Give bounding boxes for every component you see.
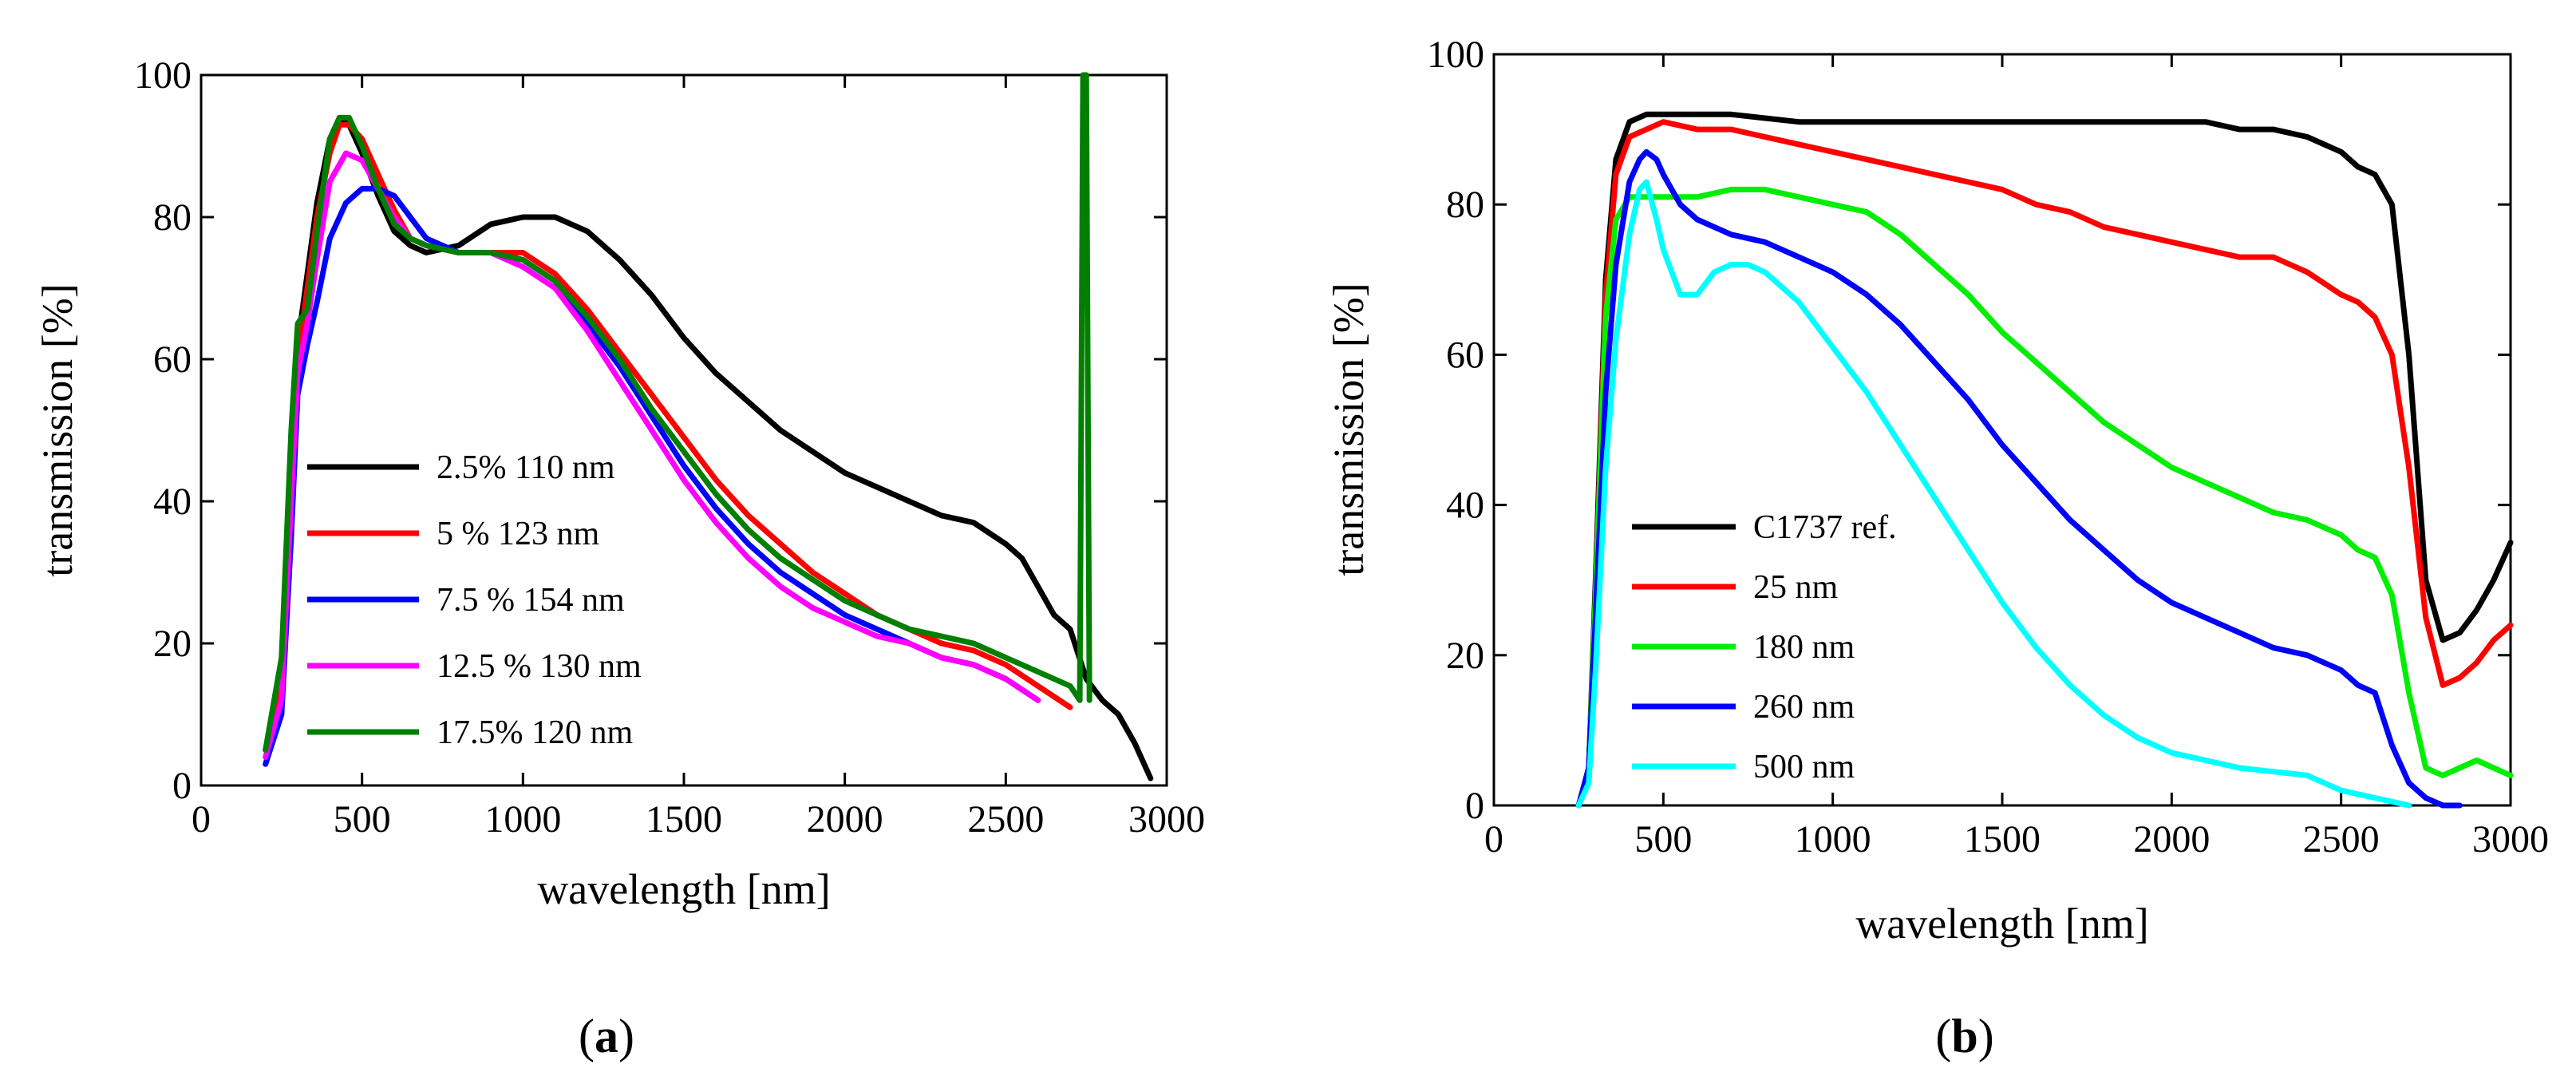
- panel-b-y-tick-label: 100: [1427, 34, 1484, 76]
- panel-b-label-close: ): [1978, 1010, 1994, 1062]
- panel-a-series-line-3: [263, 185, 1041, 767]
- panel-a-series-line-5: [263, 72, 1092, 753]
- panel-b-x-axis-title: wavelength [nm]: [1855, 900, 2148, 948]
- panel-b-series-line-1: [1575, 111, 2514, 809]
- panel-a-label: (a): [579, 1010, 634, 1062]
- panel-b-label: (b): [1935, 1010, 1993, 1062]
- panel-b-y-tick-label: 80: [1446, 184, 1484, 226]
- panel-a-x-tick-label: 2000: [807, 798, 883, 841]
- panel-a-x-tick-label: 1500: [646, 798, 722, 841]
- panel-a-y-tick-label: 40: [153, 481, 192, 523]
- panel-b-x-tick-label: 2500: [2303, 818, 2380, 861]
- panel-b-y-tick-label: 40: [1446, 485, 1484, 527]
- panel-b-label-open: (: [1935, 1010, 1951, 1062]
- panel-a-x-tick-label: 2500: [967, 798, 1044, 841]
- panel-b-legend-label-1: C1737 ref.: [1753, 509, 1897, 546]
- panel-b: 0 500 1000 1500 2000 2500 3000 0 20 40 60 80 100 C17…: [1325, 34, 2549, 1062]
- panel-b-y-tick-label: 60: [1446, 334, 1484, 376]
- panel-a-series: [263, 72, 1154, 781]
- panel-b-series-line-2: [1575, 119, 2514, 809]
- panel-b-x-tick-label: 0: [1484, 818, 1503, 861]
- panel-a: 0 500 1000 1500 2000 2500 3000 0 20 40 60 80 100 2.5…: [34, 54, 1205, 1062]
- panel-a-label-open: (: [579, 1010, 595, 1062]
- panel-a-legend-label-2: 5 % 123 nm: [437, 516, 599, 552]
- panel-a-label-letter: a: [595, 1010, 618, 1062]
- panel-a-y-tick-label: 80: [153, 196, 192, 239]
- panel-b-label-letter: b: [1951, 1010, 1977, 1062]
- panel-b-x-tick-label: 2000: [2133, 818, 2210, 861]
- panel-a-legend: 2.5% 110 nm 5 % 123 nm 7.5 % 154 nm 12.5 % …: [307, 449, 642, 751]
- panel-a-x-tick-label: 1000: [484, 798, 561, 841]
- panel-b-legend: C1737 ref. 25 nm 180 nm 260 nm 500 nm: [1632, 509, 1897, 785]
- panel-a-legend-label-4: 12.5 % 130 nm: [437, 648, 642, 685]
- panel-b-y-tick-label: 0: [1465, 785, 1484, 827]
- panel-a-x-axis-title: wavelength [nm]: [537, 865, 830, 913]
- panel-b-y-tick-label: 20: [1446, 635, 1484, 677]
- panel-b-y-axis-title: transmission [%]: [1325, 283, 1373, 576]
- panel-b-x-tick-label: 1000: [1795, 818, 1871, 861]
- panel-b-legend-label-2: 25 nm: [1753, 569, 1839, 606]
- panel-a-legend-label-3: 7.5 % 154 nm: [437, 582, 625, 619]
- panel-a-x-tick-label: 0: [192, 798, 211, 841]
- panel-a-y-tick-label: 0: [172, 765, 192, 807]
- panel-b-x-tick-label: 500: [1634, 818, 1692, 861]
- panel-b-series-line-4: [1575, 148, 2463, 809]
- panel-b-x-tick-label: 3000: [2472, 818, 2549, 861]
- panel-a-x-tick-label: 500: [334, 798, 391, 841]
- panel-a-y-tick-label: 100: [134, 54, 192, 97]
- panel-a-y-tick-label: 60: [153, 338, 192, 381]
- panel-a-x-tick-label: 3000: [1128, 798, 1205, 841]
- panel-b-series-line-5: [1575, 179, 2412, 809]
- panel-b-legend-label-5: 500 nm: [1753, 749, 1855, 785]
- panel-a-legend-label-5: 17.5% 120 nm: [437, 714, 633, 751]
- panel-b-series: [1575, 111, 2514, 809]
- panel-a-ticks: 0 500 1000 1500 2000 2500 3000 0 20 40 60 80 100: [134, 54, 1205, 841]
- panel-a-legend-label-1: 2.5% 110 nm: [437, 449, 615, 486]
- panel-b-x-tick-label: 1500: [1964, 818, 2041, 861]
- panel-b-series-line-3: [1575, 186, 2514, 809]
- panel-a-y-axis-title: transmission [%]: [34, 283, 81, 576]
- panel-a-plot-frame: [200, 73, 1168, 787]
- panel-a-series-line-4: [263, 150, 1041, 760]
- panel-a-y-tick-label: 20: [153, 623, 192, 665]
- panel-b-ticks: 0 500 1000 1500 2000 2500 3000 0 20 40 60 80 100: [1427, 34, 2549, 861]
- panel-b-legend-label-3: 180 nm: [1753, 629, 1855, 666]
- panel-a-label-close: ): [618, 1010, 634, 1062]
- panel-b-legend-label-4: 260 nm: [1753, 689, 1855, 726]
